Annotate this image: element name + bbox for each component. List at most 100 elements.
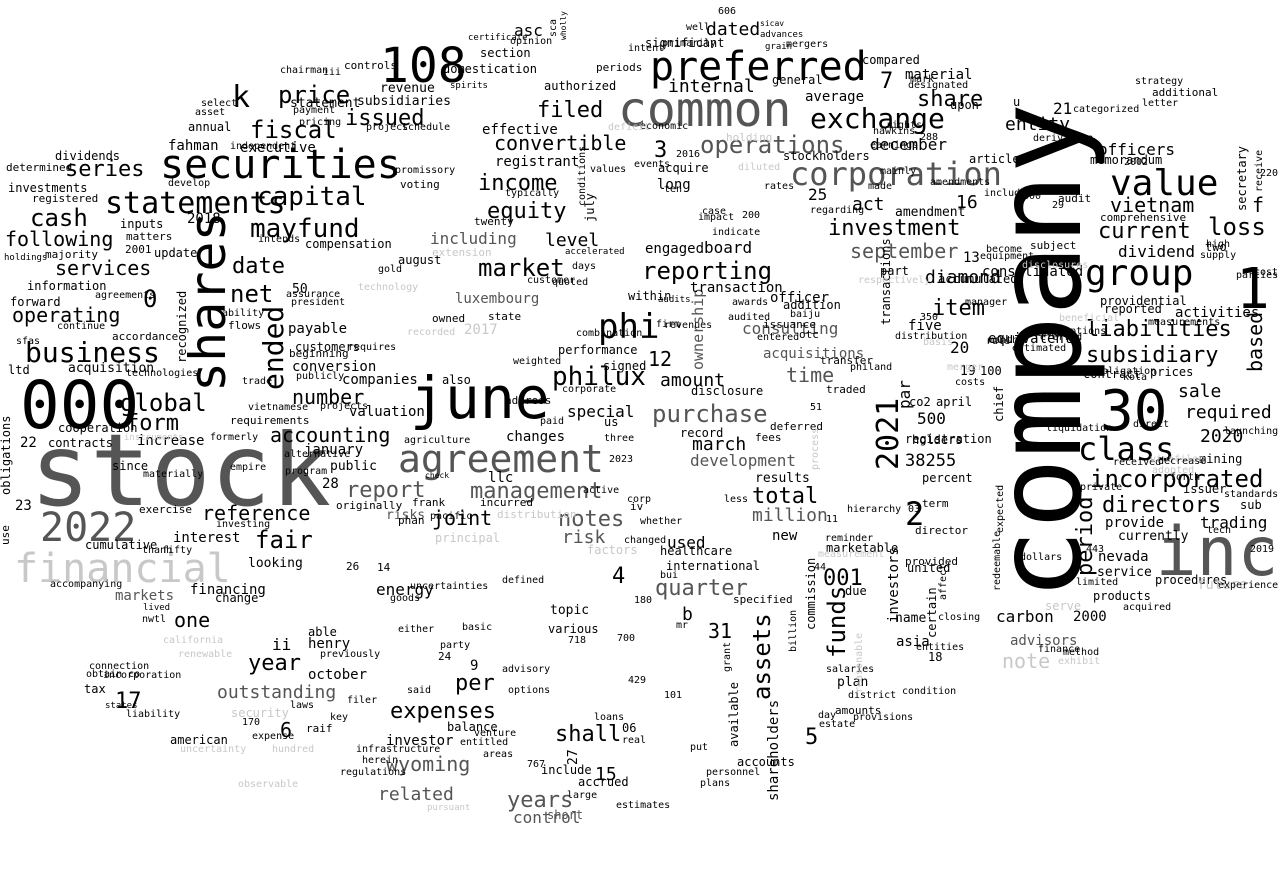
word-renewable: renewable: [178, 649, 232, 660]
word-issuance: issuance: [763, 318, 816, 331]
word-otc: otc: [799, 328, 819, 341]
word-empire: empire: [230, 462, 266, 473]
word-18: 18: [928, 650, 942, 664]
word-17: 17: [115, 689, 142, 714]
word-dividend: dividend: [1118, 242, 1195, 261]
word-vietnam: vietnam: [1110, 193, 1194, 217]
word-million: million: [752, 505, 828, 526]
word-become: become: [986, 244, 1022, 255]
word-cash: cash: [30, 204, 88, 232]
word-states: states: [105, 701, 138, 711]
word-diluted: diluted: [738, 162, 780, 173]
word-advances: advances: [760, 30, 803, 40]
word-financing: financing: [190, 582, 266, 598]
word-chairman: chairman: [280, 65, 328, 76]
word-project: project: [366, 122, 408, 133]
word-technologies: technologies: [126, 368, 198, 379]
word-security: security: [231, 706, 289, 720]
word-subsidiaries: subsidiaries: [357, 94, 451, 109]
word-real: real: [622, 735, 646, 746]
word-26: 26: [346, 560, 359, 573]
word-following: following: [5, 227, 113, 251]
word-agreements: agreements: [95, 290, 155, 301]
word-measurement: measurement: [818, 549, 884, 560]
word-recorded: recorded: [407, 327, 455, 338]
word-supply: supply: [1200, 250, 1236, 261]
word-50: 50: [292, 282, 308, 297]
word-philux: philux: [552, 362, 646, 392]
word-projects: projects: [320, 401, 368, 412]
word-provisions: provisions: [853, 712, 913, 723]
word-level: level: [545, 230, 599, 251]
word-various: various: [548, 622, 599, 636]
word-publicly: publicly: [296, 371, 344, 382]
word-merger: merger: [947, 362, 983, 373]
word-chief: chief: [992, 386, 1006, 422]
word-51: 51: [810, 402, 822, 413]
word-common: common: [618, 82, 791, 138]
word-instruments: instruments: [124, 433, 184, 443]
word-deficit: deficit: [608, 122, 650, 133]
word-services: services: [55, 256, 151, 280]
word-assurance: assurance: [286, 289, 340, 300]
word-co2: co2: [909, 395, 931, 409]
word-effective: effective: [482, 122, 558, 138]
word-3: 3: [654, 138, 667, 163]
word-reported: reported: [1104, 302, 1162, 316]
word-fair: fair: [255, 526, 313, 554]
word-financial: financial: [14, 546, 231, 592]
word-december: december: [870, 135, 947, 154]
word-item: item: [932, 296, 985, 321]
word-19: 19: [960, 364, 976, 379]
word-convertible: convertible: [494, 131, 626, 155]
word-recognized: recognized: [175, 291, 189, 363]
word-owned: owned: [432, 312, 465, 325]
word-experience: experience: [1218, 580, 1278, 591]
word-related: related: [378, 784, 454, 805]
word-pacific: pacific: [430, 511, 472, 522]
word-entitled: entitled: [460, 737, 508, 748]
word-filed: filed: [537, 98, 603, 123]
word-controls: controls: [344, 59, 397, 72]
word-august: august: [398, 253, 441, 267]
word-filer: filer: [347, 695, 377, 706]
word-topic: topic: [550, 603, 589, 618]
word-u: u: [1013, 95, 1020, 109]
word-infrastructure: infrastructure: [356, 744, 440, 755]
word-sicav: sicav: [760, 19, 784, 28]
word-president: president: [291, 297, 345, 308]
word-salaries: salaries: [826, 664, 874, 675]
word-21: 21: [1053, 99, 1072, 118]
word-issuer: issuer: [1183, 482, 1226, 496]
word-year: year: [248, 651, 301, 676]
word-gold: gold: [378, 264, 402, 275]
word-consulting: consulting: [742, 319, 838, 338]
word-contracts: contracts: [48, 436, 113, 450]
word-capital: capital: [257, 182, 367, 212]
word-hierarchy: hierarchy: [847, 504, 901, 515]
word-parties: parties: [1236, 270, 1278, 281]
word-secretary: secretary: [1235, 146, 1249, 211]
word-global: global: [120, 389, 207, 417]
word-costs: costs: [955, 377, 985, 388]
word-annual: annual: [188, 120, 231, 134]
word-weighted: weighted: [513, 356, 561, 367]
word-5: 5: [805, 725, 818, 750]
word-reference: reference: [202, 501, 310, 525]
word-basis: basis: [923, 337, 953, 348]
word-statement: statement: [290, 96, 360, 111]
word-mark: mark: [910, 74, 934, 85]
word-obtain-co: obtain co: [86, 669, 140, 680]
word-fahman: fahman: [168, 138, 219, 154]
word-dated: dated: [706, 19, 760, 40]
word-intends: intends: [258, 234, 300, 245]
word-25: 25: [808, 185, 827, 204]
word-amendments: amendments: [930, 177, 990, 188]
word-606: 606: [718, 6, 736, 17]
word-act: act: [852, 194, 885, 215]
word-combination: combination: [576, 328, 642, 339]
word-received: received: [1113, 457, 1161, 468]
word-either: either: [398, 624, 434, 635]
word-whether: whether: [640, 516, 682, 527]
